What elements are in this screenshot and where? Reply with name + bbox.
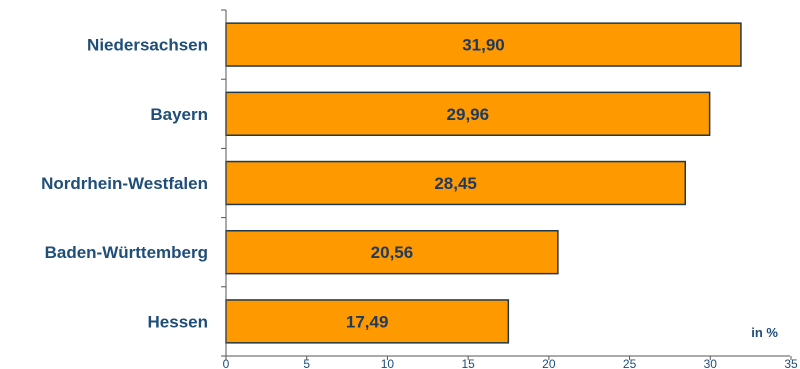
unit-label: in % [751, 325, 778, 340]
value-label: 28,45 [434, 174, 477, 193]
bar-bayern [225, 91, 711, 137]
category-label: Nordrhein-Westfalen [41, 174, 208, 193]
value-label: 31,90 [462, 36, 505, 55]
category-label: Niedersachsen [87, 36, 208, 55]
x-tick-label: 15 [461, 357, 475, 369]
category-label: Baden-Württemberg [45, 243, 208, 262]
category-label: Bayern [150, 105, 208, 124]
x-tick-label: 5 [303, 357, 310, 369]
x-tick-label: 20 [542, 357, 556, 369]
x-tick-label: 35 [784, 357, 798, 369]
category-label: Hessen [148, 312, 208, 331]
x-tick-label: 30 [704, 357, 718, 369]
labels-layer: 31,90 Niedersachsen 29,96 Bayern 28,45 Nordrh… [41, 36, 798, 369]
x-tick-label: 25 [623, 357, 637, 369]
x-tick-label: 10 [381, 357, 395, 369]
value-label: 17,49 [346, 312, 389, 331]
bar-hessen [225, 299, 510, 344]
value-label: 29,96 [447, 105, 490, 124]
axis-layer [221, 9, 792, 360]
value-label: 20,56 [371, 243, 414, 262]
bar-baden-w-rttemberg [225, 229, 559, 275]
bar-niedersachsen [225, 22, 742, 67]
x-tick-label: 0 [223, 357, 230, 369]
bar-nordrhein-westfalen [225, 160, 687, 206]
bars-layer [225, 22, 742, 344]
